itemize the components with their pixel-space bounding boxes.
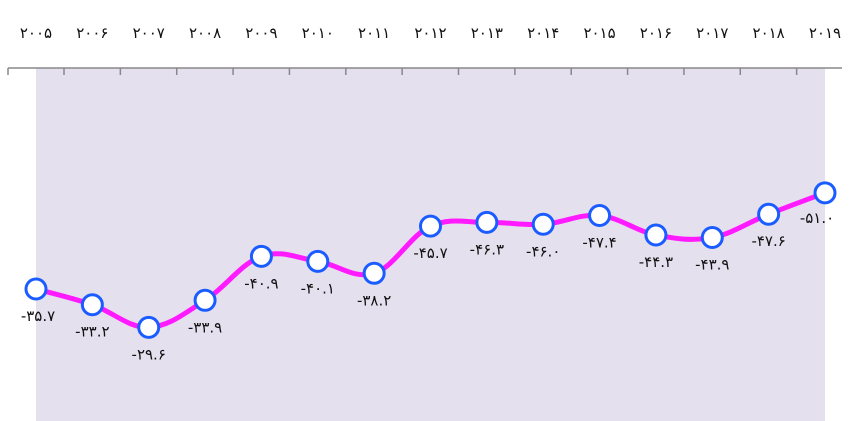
x-tick-label: ۲۰۰۹: [245, 24, 277, 42]
data-point: [24, 277, 48, 301]
data-label: -۴۷.۶: [751, 232, 785, 250]
plot-band: [36, 68, 825, 421]
data-point: [813, 181, 837, 205]
data-point: [137, 315, 161, 339]
x-axis-ticks: [7, 68, 798, 75]
x-tick-label: ۲۰۱۹: [809, 24, 841, 42]
data-point: [193, 288, 217, 312]
x-tick-label: ۲۰۱۷: [696, 24, 728, 42]
data-label: -۳۳.۹: [188, 318, 222, 336]
x-tick-label: ۲۰۱۲: [414, 24, 446, 42]
series-markers: [24, 181, 837, 339]
x-tick-label: ۲۰۰۸: [189, 24, 221, 42]
x-tick-label: ۲۰۰۶: [76, 24, 108, 42]
data-point: [531, 212, 555, 236]
data-label: -۴۳.۹: [695, 255, 729, 273]
data-point: [700, 225, 724, 249]
data-point: [306, 249, 330, 273]
data-label: -۴۵.۷: [413, 244, 447, 262]
data-point: [418, 214, 442, 238]
data-point: [757, 202, 781, 226]
data-point: [80, 293, 104, 317]
data-label: -۴۰.۹: [244, 274, 278, 292]
x-tick-label: ۲۰۱۵: [583, 24, 615, 42]
x-tick-label: ۲۰۰۵: [20, 24, 52, 42]
data-labels: -۳۵.۷ -۳۳.۲ -۲۹.۶ -۳۳.۹ -۴۰.۹ -۴۰.۱ -۳۸.۲ -۴۵.۷…: [21, 209, 834, 363]
data-label: -۳۸.۲: [357, 291, 391, 309]
data-label: -۵۱.۰: [800, 209, 834, 227]
data-label: -۲۹.۶: [132, 345, 166, 363]
x-tick-label: ۲۰۱۱: [358, 24, 390, 42]
data-label: -۴۷.۴: [582, 233, 616, 251]
x-tick-label: ۲۰۰۷: [133, 24, 165, 42]
data-point: [644, 223, 668, 247]
data-label: -۴۶.۰: [526, 242, 560, 260]
x-tick-label: ۲۰۱۶: [640, 24, 672, 42]
x-tick-label: ۲۰۱۳: [471, 24, 503, 42]
data-label: -۴۴.۳: [639, 253, 673, 271]
x-axis-tick-labels: ۲۰۰۵ ۲۰۰۶ ۲۰۰۷ ۲۰۰۸ ۲۰۰۹ ۲۰۱۰ ۲۰۱۱ ۲۰۱۲ ۲۰۱۳ ۲۰۱۴…: [20, 24, 841, 42]
data-label: -۴۶.۳: [470, 240, 504, 258]
data-point: [588, 203, 612, 227]
data-point: [362, 261, 386, 285]
data-label: -۴۰.۱: [301, 279, 335, 297]
x-tick-label: ۲۰۱۰: [302, 24, 334, 42]
x-tick-label: ۲۰۱۴: [527, 24, 559, 42]
data-point: [475, 210, 499, 234]
x-tick-label: ۲۰۱۸: [753, 24, 785, 42]
data-label: -۳۵.۷: [21, 307, 55, 325]
data-point: [249, 244, 273, 268]
data-label: -۳۳.۲: [75, 323, 109, 341]
